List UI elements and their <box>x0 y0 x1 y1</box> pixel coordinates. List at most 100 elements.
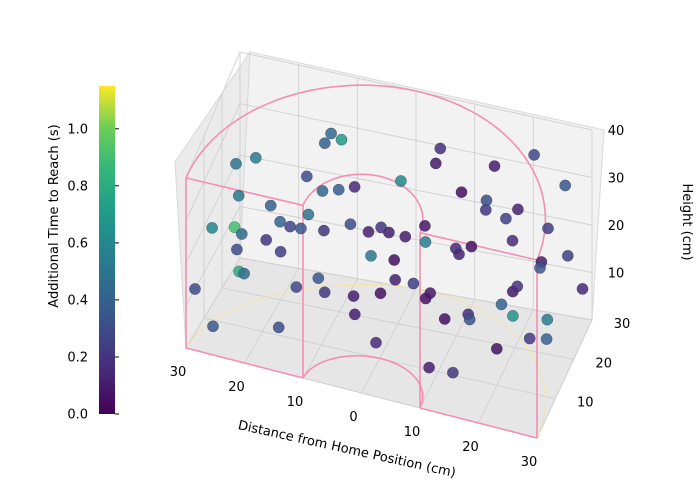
data-point <box>495 298 508 311</box>
x-tick-label: 20 <box>462 440 479 455</box>
data-point <box>480 194 493 207</box>
x-tick-label: 0 <box>349 410 357 425</box>
x-tick-label: 10 <box>404 425 421 440</box>
workspace-inner-arc-bottom <box>302 354 424 409</box>
data-point <box>236 228 248 240</box>
data-point <box>348 181 361 193</box>
data-point <box>207 320 219 333</box>
data-point <box>274 215 286 228</box>
data-point <box>419 220 431 232</box>
data-point <box>230 158 242 170</box>
data-point <box>325 127 337 140</box>
gridline-z <box>185 257 593 349</box>
colorbar-ticks: 0.0 0.2 0.4 0.6 0.8 1.0 <box>67 122 119 423</box>
colorbar-label: Additional Time to Reach (s) <box>47 124 62 307</box>
data-point <box>447 366 459 379</box>
data-point <box>370 336 382 349</box>
data-point <box>559 179 571 192</box>
workspace-top-edge <box>185 177 304 207</box>
data-point <box>332 183 345 196</box>
colorbar-tick-label: 0.8 <box>67 179 88 194</box>
data-point <box>430 157 442 170</box>
data-point <box>562 250 574 262</box>
data-point <box>301 170 313 183</box>
data-point <box>434 142 447 155</box>
data-point <box>302 208 315 221</box>
data-point <box>576 283 589 295</box>
data-point <box>399 230 412 243</box>
data-point <box>238 267 250 280</box>
data-point <box>335 133 348 146</box>
colorbar-tick-label: 0.6 <box>67 236 88 251</box>
data-point <box>455 186 468 198</box>
data-point <box>395 175 407 187</box>
gridline-z <box>185 51 593 179</box>
colorbar-tick-label: 0.0 <box>67 408 88 423</box>
colorbar-tick-label: 1.0 <box>67 122 88 137</box>
data-point <box>206 222 218 234</box>
data-point <box>424 287 436 299</box>
data-point <box>362 226 375 238</box>
gridline-z <box>185 154 593 264</box>
axis-ticks: 30 20 10 0 10 20 30 10 20 30 10 20 30 40 <box>170 124 631 470</box>
data-point <box>419 236 432 248</box>
data-point <box>316 185 329 197</box>
z-tick-label: 10 <box>608 267 625 282</box>
data-point <box>365 250 377 262</box>
x-tick-label: 30 <box>170 365 187 380</box>
data-point <box>349 308 361 321</box>
data-point <box>541 313 554 326</box>
data-point <box>344 218 357 230</box>
data-point <box>264 199 277 212</box>
data-point <box>534 262 546 274</box>
workspace-top-edge <box>419 231 538 261</box>
data-point <box>318 286 331 299</box>
data-point <box>232 189 245 202</box>
y-tick-label: 10 <box>577 396 594 411</box>
data-point <box>189 283 201 295</box>
data-point <box>231 243 243 256</box>
data-point <box>491 343 503 355</box>
data-point <box>438 313 451 325</box>
y-tick-label: 30 <box>614 317 631 332</box>
data-point <box>423 361 435 374</box>
data-point <box>512 203 524 216</box>
data-point <box>318 224 330 237</box>
colorbar-tick-label: 0.2 <box>67 351 88 366</box>
data-point <box>295 222 307 235</box>
data-point <box>260 234 272 246</box>
data-point <box>274 245 287 258</box>
data-point <box>272 321 285 334</box>
workspace-outer-arc <box>185 84 547 261</box>
data-point <box>542 222 554 235</box>
colorbar <box>99 86 115 414</box>
data-point <box>540 333 553 345</box>
data-points <box>189 127 589 379</box>
z-axis-label: Height (cm) <box>679 183 694 260</box>
data-point <box>228 221 241 233</box>
workspace-bottom-edge <box>185 347 304 379</box>
data-point <box>506 234 519 247</box>
data-point <box>511 280 524 293</box>
z-tick-label: 30 <box>608 172 625 187</box>
data-point <box>523 332 536 345</box>
workspace-bottom-edge <box>419 407 538 439</box>
y-tick-label: 20 <box>595 356 612 371</box>
data-point <box>528 149 540 161</box>
data-point <box>312 272 325 284</box>
data-point <box>374 287 387 300</box>
x-tick-label: 10 <box>287 395 304 410</box>
x-axis-label: Distance from Home Position (cm) <box>236 418 457 481</box>
workspace-outline <box>185 84 547 439</box>
x-tick-label: 20 <box>228 380 245 395</box>
data-point <box>465 240 478 253</box>
data-point <box>388 254 400 266</box>
z-tick-label: 20 <box>608 219 625 234</box>
colorbar-tick-label: 0.4 <box>67 293 88 308</box>
data-point <box>450 242 462 255</box>
data-point <box>507 310 519 322</box>
data-point <box>488 160 501 172</box>
x-tick-label: 30 <box>521 455 538 470</box>
